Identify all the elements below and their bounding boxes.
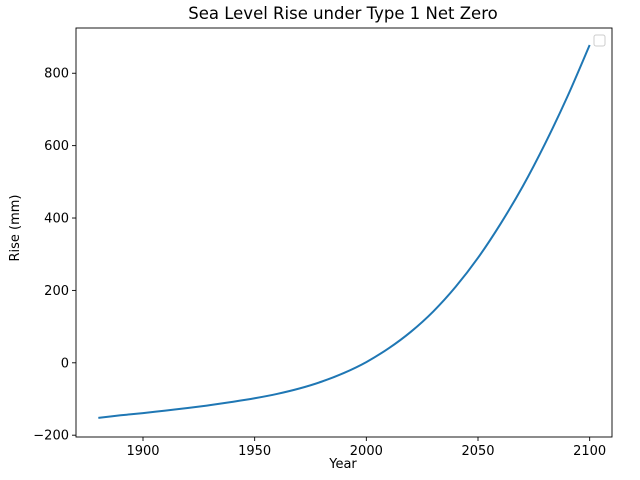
y-tick-label: 800	[44, 67, 69, 82]
x-tick-label: 1950	[238, 444, 271, 459]
y-tick-label: 400	[44, 212, 69, 227]
x-axis: 1900 1950 2000 2050 2100	[126, 437, 606, 459]
y-tick-label: 200	[44, 284, 69, 299]
chart-title: Sea Level Rise under Type 1 Net Zero	[188, 4, 497, 23]
y-tick-label: 0	[61, 356, 69, 371]
series-layer	[98, 44, 591, 419]
plot-area	[75, 27, 613, 438]
x-tick-label: 1900	[126, 444, 159, 459]
series-line	[98, 44, 591, 419]
y-axis: −200 0 200 400 600 800	[33, 67, 76, 444]
x-axis-label: Year	[328, 457, 357, 472]
y-tick-label: 600	[44, 139, 69, 154]
y-axis-label: Rise (mm)	[8, 194, 23, 261]
x-tick-label: 2100	[573, 444, 606, 459]
x-tick-label: 2050	[461, 444, 494, 459]
axes-frame	[75, 27, 613, 438]
legend-box	[593, 34, 606, 47]
y-tick-label: −200	[33, 429, 69, 444]
x-tick-label: 2000	[350, 444, 383, 459]
